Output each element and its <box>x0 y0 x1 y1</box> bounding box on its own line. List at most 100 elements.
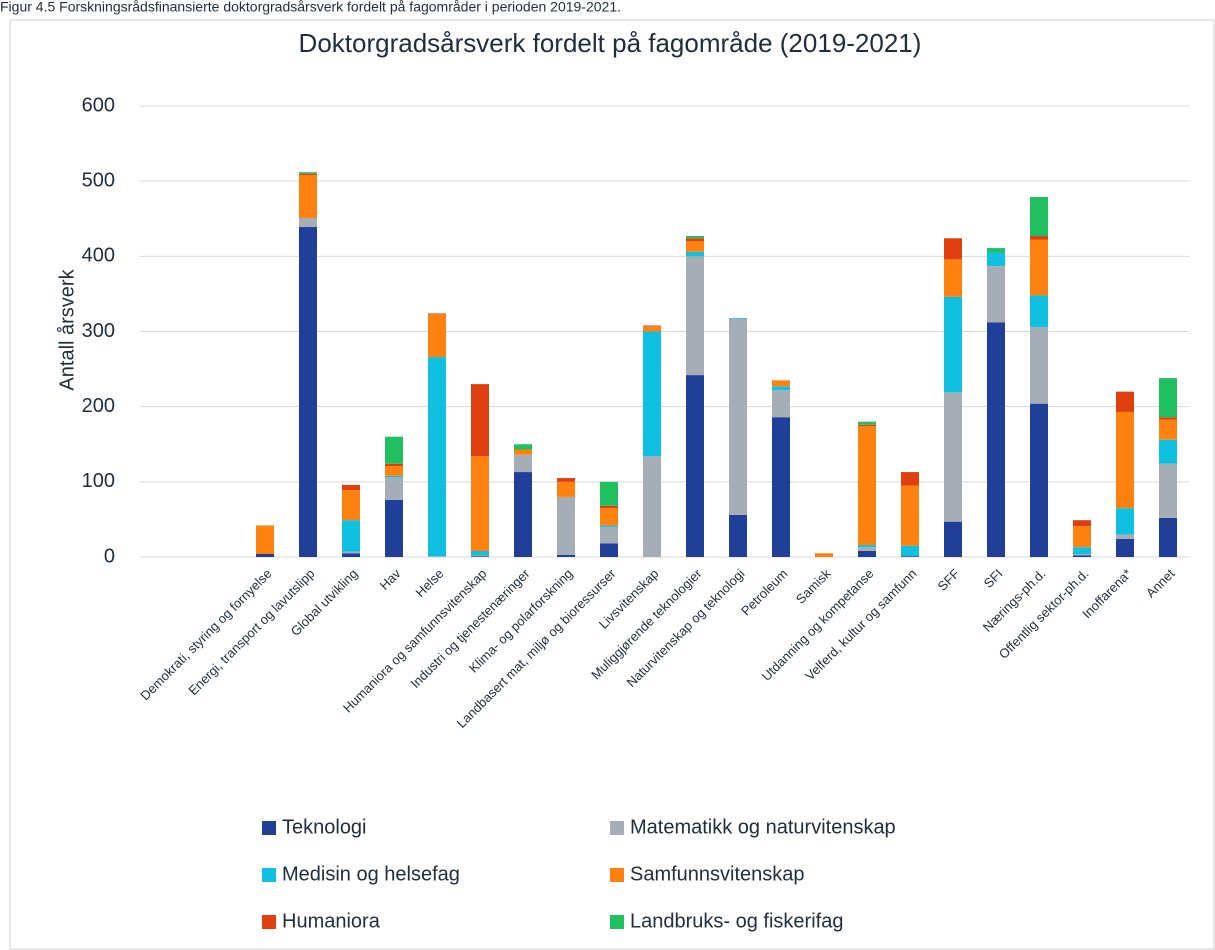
bar-segment <box>1159 417 1177 420</box>
bar-segment <box>901 556 919 557</box>
bar-segment <box>557 554 575 557</box>
bar-segment <box>944 296 962 393</box>
legend-label: Teknologi <box>282 816 367 838</box>
bar-segment <box>944 238 962 260</box>
bar-segment <box>686 256 704 376</box>
bar-segment <box>385 477 403 500</box>
chart-border <box>9 19 1215 950</box>
bar-segment <box>385 466 403 476</box>
bar-segment <box>557 496 575 555</box>
bar-segment <box>1159 419 1177 440</box>
bar-segment <box>600 505 618 509</box>
x-tick-label: Samisk <box>793 566 834 607</box>
bar-segment <box>1116 391 1134 412</box>
bar-segment <box>686 375 704 557</box>
bar-segment <box>686 236 704 239</box>
y-tick-label: 400 <box>82 245 115 267</box>
bar-segment <box>299 173 317 176</box>
bar-segment <box>1030 236 1048 240</box>
legend-label: Matematikk og naturvitenskap <box>630 816 896 838</box>
bar-segment <box>858 424 876 427</box>
legend-label: Samfunnsvitenskap <box>630 863 805 885</box>
y-tick-label: 300 <box>82 320 115 342</box>
bar-segment <box>1030 239 1048 296</box>
bar-segment <box>858 421 876 425</box>
bar-segment <box>514 444 532 450</box>
bar-segment <box>514 449 532 455</box>
y-axis-label: Antall årsverk <box>56 268 78 390</box>
bar-segment <box>299 175 317 218</box>
bar-segment <box>600 508 618 526</box>
bar-segment <box>256 553 274 557</box>
bar-segment <box>858 547 876 551</box>
bar-segment <box>1030 403 1048 557</box>
y-tick-label: 0 <box>104 545 115 567</box>
bar-segment <box>772 390 790 418</box>
bar-segment <box>1159 463 1177 518</box>
bar-segment <box>1116 534 1134 539</box>
bar-segment <box>901 472 919 486</box>
legend-swatch <box>262 868 276 882</box>
bar-segment <box>600 525 618 527</box>
bar-segment <box>1116 411 1134 509</box>
bar-segment <box>342 484 360 491</box>
bar-segment <box>643 326 661 332</box>
bar-segment <box>858 544 876 548</box>
bar-segment <box>772 380 790 387</box>
x-tick-label: Annet <box>1143 566 1178 601</box>
bar-segment <box>557 478 575 482</box>
x-tick-label: SFI <box>981 566 1006 591</box>
bar-segment <box>471 384 489 457</box>
bar-segment <box>901 485 919 546</box>
bar-segment <box>858 426 876 545</box>
bar-segment <box>342 553 360 557</box>
x-tick-label: Landbasert mat, miljø og bioressurser <box>454 565 619 730</box>
bar-segment <box>1073 520 1091 527</box>
bar-segment <box>1030 196 1048 237</box>
bar-segment <box>428 556 446 557</box>
bar-segment <box>643 325 661 327</box>
bar-segment <box>729 317 747 319</box>
legend-label: Humaniora <box>282 910 381 932</box>
legend-swatch <box>610 915 624 929</box>
bar-segment <box>385 499 403 557</box>
x-tick-label: Petroleum <box>738 566 791 619</box>
bar-segment <box>987 252 1005 267</box>
bar-segment <box>342 490 360 521</box>
bar-segment <box>987 322 1005 557</box>
bar-segment <box>342 520 360 552</box>
bar-segment <box>600 543 618 557</box>
bar-segment <box>987 248 1005 253</box>
bar-segment <box>1073 555 1091 557</box>
bar-segment <box>600 481 618 506</box>
bar-segment <box>600 526 618 544</box>
bar-segment <box>428 357 446 557</box>
bar-segment <box>385 436 403 464</box>
bar-segment <box>944 259 962 297</box>
bar-segment <box>815 553 833 557</box>
x-tick-label: Hav <box>377 566 404 593</box>
bar-segment <box>686 251 704 257</box>
bar-segment <box>1030 326 1048 404</box>
legend-swatch <box>262 821 276 835</box>
bar-segment <box>1116 508 1134 535</box>
bar-segment <box>1073 526 1091 548</box>
bar-segment <box>729 514 747 557</box>
bar-segment <box>772 386 790 391</box>
y-tick-label: 200 <box>82 395 115 417</box>
bar-segment <box>987 266 1005 323</box>
bar-segment <box>471 550 489 556</box>
bar-segment <box>1116 538 1134 557</box>
y-tick-label: 600 <box>82 94 115 116</box>
bar-segment <box>944 392 962 522</box>
bar-segment <box>385 463 403 467</box>
bar-segment <box>643 331 661 457</box>
chart-title: Doktorgradsårsverk fordelt på fagområde … <box>299 28 922 58</box>
bar-segment <box>471 456 489 551</box>
legend-label: Medisin og helsefag <box>282 863 460 885</box>
bar-segment <box>299 227 317 558</box>
bar-segment <box>772 417 790 557</box>
bar-segment <box>428 314 446 358</box>
bar-segment <box>385 475 403 478</box>
y-tick-label: 100 <box>82 470 115 492</box>
